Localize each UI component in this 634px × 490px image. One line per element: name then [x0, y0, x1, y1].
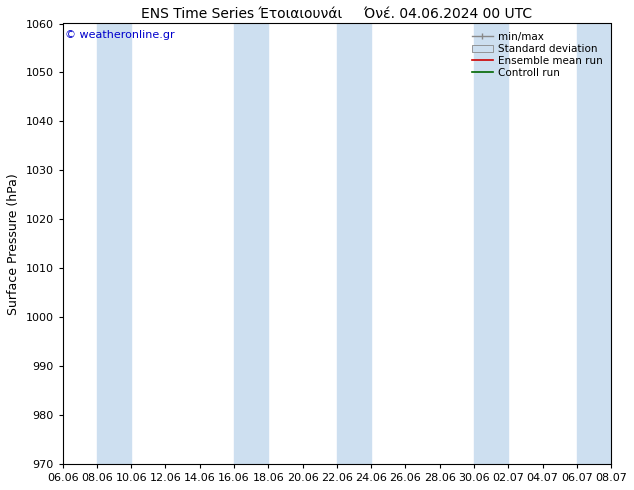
Title: ENS Time Series Έτοιαιουνάι     Όνέ. 04.06.2024 00 UTC: ENS Time Series Έτοιαιουνάι Όνέ. 04.06.2…: [141, 7, 533, 21]
Bar: [577, 24, 611, 464]
Bar: [337, 24, 371, 464]
Bar: [97, 24, 131, 464]
Bar: [234, 24, 268, 464]
Legend: min/max, Standard deviation, Ensemble mean run, Controll run: min/max, Standard deviation, Ensemble me…: [469, 29, 606, 81]
Text: © weatheronline.gr: © weatheronline.gr: [65, 30, 175, 40]
Y-axis label: Surface Pressure (hPa): Surface Pressure (hPa): [7, 173, 20, 315]
Bar: [474, 24, 508, 464]
